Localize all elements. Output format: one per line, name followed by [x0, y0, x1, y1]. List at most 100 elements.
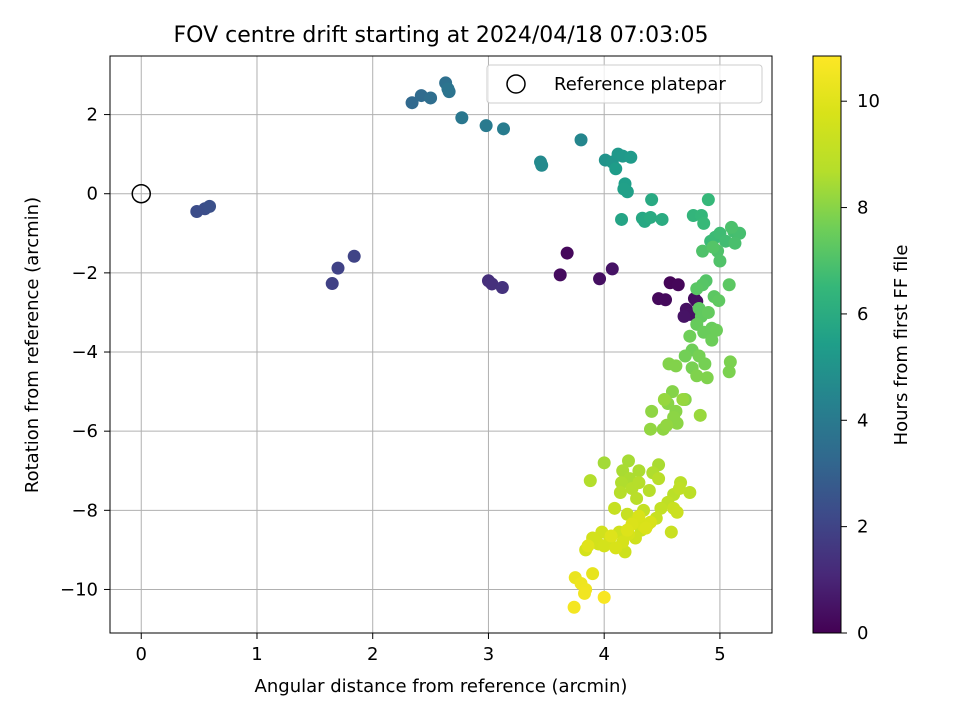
- data-point: [485, 277, 499, 291]
- data-point: [664, 525, 678, 539]
- data-point: [690, 282, 704, 296]
- data-point: [671, 278, 685, 292]
- grid-lines: [110, 56, 772, 633]
- data-point: [712, 294, 726, 308]
- x-tick-label: 4: [598, 644, 609, 665]
- data-point: [583, 474, 597, 488]
- data-point: [652, 472, 666, 486]
- data-point: [609, 541, 623, 555]
- legend: Reference platepar: [486, 64, 763, 104]
- data-point: [620, 523, 634, 537]
- data-point: [574, 133, 588, 147]
- data-point: [697, 216, 711, 230]
- data-point: [621, 454, 635, 468]
- data-point: [693, 408, 707, 422]
- data-point: [331, 261, 345, 275]
- data-point: [578, 586, 592, 600]
- data-point: [728, 236, 742, 250]
- chart-title: FOV centre drift starting at 2024/04/18 …: [174, 23, 709, 48]
- colorbar-tick-label: 6: [857, 304, 868, 325]
- y-axis-label: Rotation from reference (arcmin): [22, 197, 43, 493]
- data-point: [723, 355, 737, 369]
- data-point: [613, 486, 627, 500]
- data-point: [632, 476, 646, 490]
- data-point: [567, 600, 581, 614]
- data-point: [495, 281, 509, 295]
- data-point: [701, 193, 715, 207]
- data-point: [645, 404, 659, 418]
- data-point: [659, 293, 673, 307]
- data-point: [700, 371, 714, 385]
- data-point: [605, 262, 619, 276]
- data-point: [639, 521, 653, 535]
- data-point: [553, 268, 567, 282]
- colorbar-tick-label: 0: [857, 623, 868, 644]
- data-point: [722, 365, 736, 379]
- data-point: [615, 476, 629, 490]
- data-point: [441, 82, 455, 96]
- colorbar-tick-label: 2: [857, 517, 868, 538]
- data-point: [560, 246, 574, 260]
- data-point: [645, 193, 659, 207]
- data-point: [597, 456, 611, 470]
- legend-box: [486, 64, 763, 104]
- data-point: [722, 278, 736, 292]
- data-point: [609, 162, 623, 176]
- colorbar-tick-label: 8: [857, 198, 868, 219]
- colorbar: [812, 55, 842, 634]
- y-tick-label: −10: [60, 579, 98, 600]
- y-tick-label: −2: [71, 263, 98, 284]
- data-point: [677, 309, 691, 323]
- data-point: [706, 240, 720, 254]
- data-point: [678, 349, 692, 363]
- data-point: [617, 182, 631, 196]
- data-point: [705, 333, 719, 347]
- data-point: [203, 199, 217, 213]
- data-point: [586, 567, 600, 581]
- y-tick-label: 2: [87, 105, 98, 126]
- data-point: [479, 119, 493, 133]
- data-point: [683, 486, 697, 500]
- y-tick-label: −4: [71, 342, 98, 363]
- x-tick-label: 1: [251, 644, 262, 665]
- data-point: [624, 150, 638, 164]
- reference-platepar-marker: [131, 183, 151, 204]
- data-point: [665, 385, 679, 399]
- y-tick-label: 0: [87, 184, 98, 205]
- data-point: [724, 220, 738, 234]
- data-point: [608, 501, 622, 515]
- data-point: [701, 305, 715, 319]
- data-point: [325, 277, 339, 291]
- data-point: [698, 357, 712, 371]
- data-point: [696, 244, 710, 258]
- x-tick-label: 2: [367, 644, 378, 665]
- data-point: [630, 491, 644, 505]
- colorbar-tick-label: 10: [857, 91, 880, 112]
- x-axis-label: Angular distance from reference (arcmin): [255, 676, 628, 697]
- x-tick-label: 0: [136, 644, 147, 665]
- data-point: [615, 212, 629, 226]
- data-point: [581, 539, 595, 553]
- data-point: [632, 464, 646, 478]
- data-point: [690, 369, 704, 383]
- legend-label: Reference platepar: [554, 74, 726, 95]
- x-tick-label: 3: [483, 644, 494, 665]
- data-point: [496, 122, 510, 136]
- scatter-points: [190, 76, 747, 614]
- data-point: [657, 393, 671, 407]
- data-point: [669, 359, 683, 373]
- data-point: [676, 393, 690, 407]
- axis-ticks: 0 1 2 3 4 5 2 0 −2 −4 −6 −8 −10: [60, 105, 726, 665]
- colorbar-ticks: 0 2 4 6 8 10: [841, 91, 880, 644]
- data-point: [405, 96, 419, 110]
- plot-area-frame: [109, 55, 773, 634]
- data-point: [655, 212, 669, 226]
- data-point: [713, 254, 727, 268]
- data-point: [660, 418, 674, 432]
- data-point: [643, 210, 657, 224]
- data-point: [654, 501, 668, 515]
- x-tick-label: 5: [714, 644, 725, 665]
- data-point: [672, 482, 686, 496]
- data-point: [683, 329, 697, 343]
